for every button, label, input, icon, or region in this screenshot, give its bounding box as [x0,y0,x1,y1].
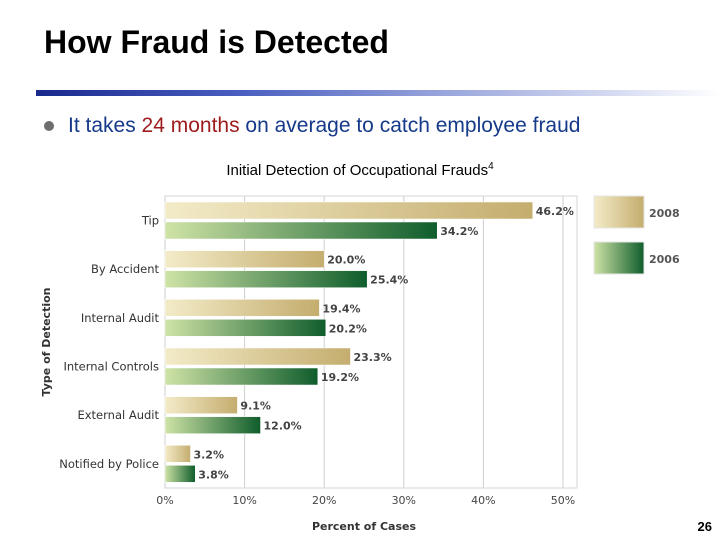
bar-2006-tip [164,221,438,240]
bar-2008-tip [164,201,534,220]
data-label-2008-internal-controls: 23.3% [353,351,391,364]
chart-title-text: Initial Detection of Occupational Frauds [226,162,489,179]
bullet-text-suffix: on average to catch employee fraud [239,114,581,137]
x-tick-label: 10% [232,494,256,507]
x-tick-label: 30% [392,494,416,507]
x-tick-label: 40% [471,494,495,507]
plot-area [164,195,578,489]
bar-2006-internal-audit [164,319,327,337]
bullet-point: It takes 24 months on average to catch e… [44,114,580,138]
x-tick-label: 50% [551,494,575,507]
data-label-2006-by-accident: 25.4% [370,274,408,287]
bar-2006-by-accident [164,270,368,288]
legend-swatch-2006 [593,241,645,275]
page-number: 26 [697,519,712,534]
category-label-internal-audit: Internal Audit [81,311,160,325]
x-axis-label: Percent of Cases [312,520,417,533]
category-label-internal-controls: Internal Controls [63,360,159,374]
data-label-2008-notified-by-police: 3.2% [193,448,224,461]
data-label-2006-external-audit: 12.0% [264,420,302,433]
slide-title: How Fraud is Detected [44,24,389,60]
x-tick-label: 0% [156,494,173,507]
bullet-dot-icon [44,121,54,132]
chart-title: Initial Detection of Occupational Frauds… [0,161,720,179]
legend-label-2006: 2006 [649,253,680,266]
category-label-external-audit: External Audit [77,408,159,422]
legend-swatch-2008 [593,195,645,229]
bar-2008-by-accident [164,250,325,268]
data-label-2006-internal-controls: 19.2% [321,371,359,384]
title-divider [36,90,720,96]
data-label-2006-internal-audit: 20.2% [329,322,367,335]
category-label-tip: Tip [141,214,159,228]
bullet-text-highlight: 24 months [141,114,240,137]
bar-2006-internal-controls [164,367,319,386]
data-label-2006-notified-by-police: 3.8% [198,468,229,481]
bar-2008-notified-by-police [164,445,191,463]
data-label-2008-external-audit: 9.1% [240,400,271,413]
y-axis-label: Type of Detection [40,288,53,397]
data-label-2008-internal-audit: 19.4% [322,302,360,315]
bar-2008-internal-controls [164,347,351,366]
data-label-2008-by-accident: 20.0% [327,254,365,267]
bar-2006-notified-by-police [164,465,196,483]
data-label-2006-tip: 34.2% [440,225,478,238]
bar-2006-external-audit [164,416,261,434]
legend-label-2008: 2008 [649,207,680,220]
category-label-notified-by-police: Notified by Police [59,457,159,471]
category-label-by-accident: By Accident [91,262,160,276]
data-label-2008-tip: 46.2% [536,205,574,218]
bar-2008-internal-audit [164,299,320,317]
bullet-text-prefix: It takes [68,114,142,137]
x-tick-label: 20% [312,494,336,507]
bar-2008-external-audit [164,396,238,414]
chart-title-footnote: 4 [488,161,494,172]
